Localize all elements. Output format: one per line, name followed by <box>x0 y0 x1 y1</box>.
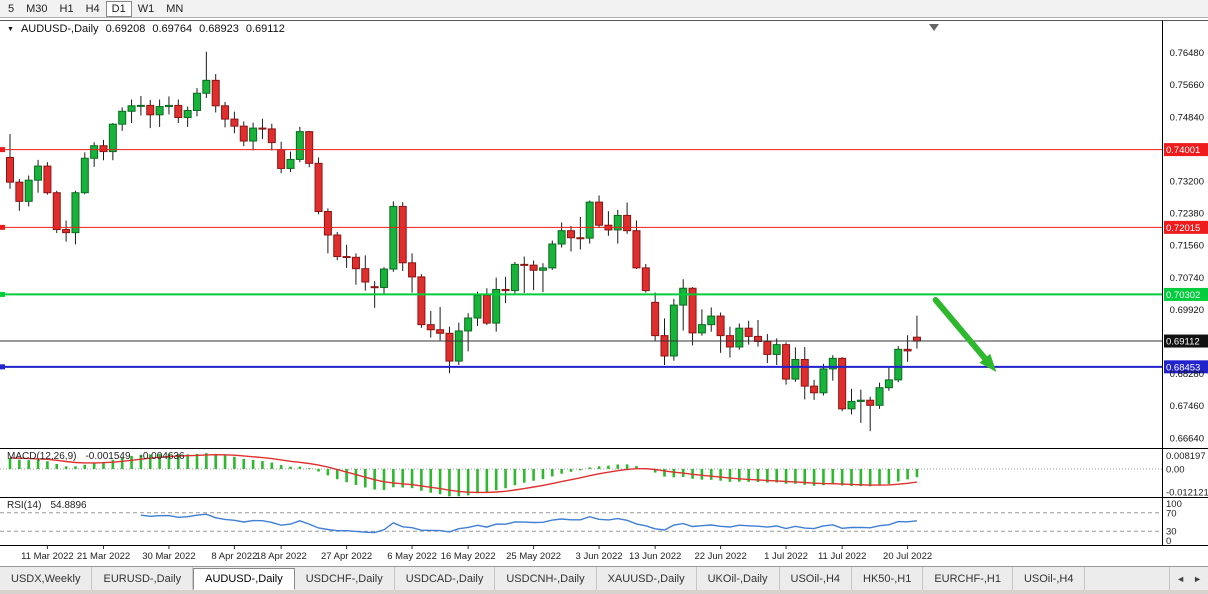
symbol-tabbar: USDX,Weekly EURUSD-,Daily AUDUSD-,Daily USD… <box>0 566 1208 590</box>
price-label-text: 0.74001 <box>1166 145 1200 156</box>
level-lines: 0.74001 0.72015 0.70302 0.69112 0.68453 <box>0 143 1208 374</box>
svg-text:0.70740: 0.70740 <box>1170 273 1204 284</box>
date-label: 21 Mar 2022 <box>77 551 130 562</box>
symbol-tab-eurchf-h1[interactable]: EURCHF-,H1 <box>923 567 1013 590</box>
price-label-badge <box>1164 143 1208 157</box>
macd-histogram <box>8 453 919 497</box>
symbol-tab-usdcnh-daily[interactable]: USDCNH-,Daily <box>495 567 597 590</box>
date-label: 27 Apr 2022 <box>321 551 372 562</box>
macd-name: MACD(12,26,9) <box>7 451 77 462</box>
price-label-text: 0.68453 <box>1166 362 1200 373</box>
svg-text:0.72380: 0.72380 <box>1170 209 1204 220</box>
date-label: 3 Jun 2022 <box>576 551 623 562</box>
price-label-badge <box>1164 287 1208 301</box>
date-label: 20 Jul 2022 <box>883 551 932 562</box>
date-label: 1 Jul 2022 <box>764 551 808 562</box>
rsi-pane-label: RSI(14) 54.8896 <box>7 500 87 511</box>
tab-scroll-left-icon[interactable]: ◄ <box>1176 573 1186 584</box>
svg-text:0.67460: 0.67460 <box>1170 401 1204 412</box>
symbol-tab-usoil-h4[interactable]: USOil-,H4 <box>780 567 853 590</box>
collapse-triangle-icon[interactable]: ▼ <box>7 25 14 33</box>
timeframe-button-w1[interactable]: W1 <box>137 2 155 15</box>
date-label: 18 Apr 2022 <box>256 551 307 562</box>
symbol-tab-eurusd-daily[interactable]: EURUSD-,Daily <box>92 567 194 590</box>
price-label-text: 0.70302 <box>1166 290 1200 301</box>
date-label: 11 Jul 2022 <box>818 551 866 562</box>
macd-main-value: -0.001549 <box>85 451 131 462</box>
rsi-name: RSI(14) <box>7 500 42 511</box>
tab-scroll-arrows: ◄ ► <box>1169 567 1208 590</box>
chart-window: ▼ AUDUSD-,Daily 0.69208 0.69764 0.68923 … <box>0 18 1208 566</box>
date-label: 25 May 2022 <box>506 551 561 562</box>
timeframe-button-mn[interactable]: MN <box>166 2 184 15</box>
level-anchor-square[interactable] <box>0 291 5 297</box>
rsi-value: 54.8896 <box>50 500 87 511</box>
price-label-text: 0.69112 <box>1166 337 1200 348</box>
ohlc-low: 0.68923 <box>199 23 239 35</box>
macd-axis-labels: 0.008197 0.00 -0.012121 <box>1166 451 1208 499</box>
chart-symbol-label: AUDUSD-,Daily <box>20 23 99 35</box>
ohlc-close: 0.69112 <box>245 23 285 35</box>
svg-text:0.68280: 0.68280 <box>1170 369 1204 380</box>
svg-text:0.73200: 0.73200 <box>1170 176 1204 187</box>
date-label: 16 May 2022 <box>441 551 496 562</box>
timeframe-button-5[interactable]: 5 <box>8 2 15 15</box>
trend-arrow-annotation[interactable] <box>932 296 997 372</box>
symbol-tab-usoil-h4[interactable]: USOil-,H4 <box>1013 567 1086 590</box>
date-label: 30 Mar 2022 <box>142 551 195 562</box>
svg-text:0.76480: 0.76480 <box>1170 48 1204 59</box>
date-label: 22 Jun 2022 <box>694 551 746 562</box>
svg-text:0.008197: 0.008197 <box>1166 451 1206 462</box>
chart-svg: 0.740010.720150.703020.691120.684530.764… <box>0 18 1208 566</box>
macd-signal-line <box>9 453 917 494</box>
macd-signal-value: -0.004636 <box>139 451 185 462</box>
level-anchor-square[interactable] <box>0 364 5 370</box>
symbol-tab-usdchf-daily[interactable]: USDCHF-,Daily <box>295 567 395 590</box>
rsi-line <box>140 513 917 534</box>
date-label: 11 Mar 2022 <box>21 551 74 562</box>
date-label: 8 Apr 2022 <box>211 551 257 562</box>
ohlc-open: 0.69208 <box>105 23 146 35</box>
timeframe-button-h1[interactable]: H1 <box>59 2 74 15</box>
window-bottom-edge <box>0 590 1208 594</box>
price-label-badge <box>1164 220 1208 234</box>
timeframe-button-h4[interactable]: H4 <box>85 2 100 15</box>
date-label: 13 Jun 2022 <box>629 551 681 562</box>
svg-text:0.74840: 0.74840 <box>1170 112 1204 123</box>
svg-text:30: 30 <box>1166 527 1177 538</box>
chart-background <box>0 18 1208 566</box>
price-label-badge <box>1164 334 1208 348</box>
svg-text:0.66640: 0.66640 <box>1170 433 1204 444</box>
svg-text:0.69920: 0.69920 <box>1170 305 1204 316</box>
timeframe-button-d1[interactable]: D1 <box>105 0 132 17</box>
svg-text:-0.012121: -0.012121 <box>1166 488 1208 499</box>
ohlc-high: 0.69764 <box>152 23 193 35</box>
price-axis-ticks: 0.76480 0.75660 0.74840 0.73200 0.72380 0.715… <box>1170 48 1204 444</box>
svg-text:0.00: 0.00 <box>1166 464 1185 475</box>
timeframe-toolbar: 5 M30 H1 H4 D1 W1 MN <box>0 0 1208 18</box>
date-axis: 11 Mar 2022 21 Mar 2022 30 Mar 2022 8 Apr 2… <box>21 545 932 562</box>
symbol-tab-xauusd-daily[interactable]: XAUUSD-,Daily <box>597 567 697 590</box>
level-anchor-square[interactable] <box>0 224 5 230</box>
chart-title: ▼ AUDUSD-,Daily 0.69208 0.69764 0.68923 … <box>7 23 285 35</box>
svg-text:0.71560: 0.71560 <box>1170 241 1204 252</box>
timeframe-button-m30[interactable]: M30 <box>26 2 48 15</box>
price-label-text: 0.72015 <box>1166 223 1200 234</box>
svg-text:70: 70 <box>1166 508 1177 519</box>
symbol-tab-usdcad-daily[interactable]: USDCAD-,Daily <box>395 567 496 590</box>
svg-text:100: 100 <box>1166 499 1182 510</box>
symbol-tab-hk50-h1[interactable]: HK50-,H1 <box>852 567 924 590</box>
symbol-tab-ukoil-daily[interactable]: UKOil-,Daily <box>697 567 780 590</box>
macd-pane-label: MACD(12,26,9) -0.001549 -0.004636 <box>7 451 185 462</box>
symbol-tab-usdx-weekly[interactable]: USDX,Weekly <box>0 567 93 590</box>
date-label: 6 May 2022 <box>387 551 437 562</box>
level-anchor-square[interactable] <box>0 147 5 153</box>
tab-scroll-right-icon[interactable]: ► <box>1193 573 1202 584</box>
chart-shift-marker-icon[interactable] <box>929 24 939 31</box>
symbol-tab-audusd-daily[interactable]: AUDUSD-,Daily <box>193 568 295 590</box>
price-label-badge <box>1164 360 1208 374</box>
svg-text:0: 0 <box>1166 536 1171 547</box>
svg-text:0.75660: 0.75660 <box>1170 80 1204 91</box>
